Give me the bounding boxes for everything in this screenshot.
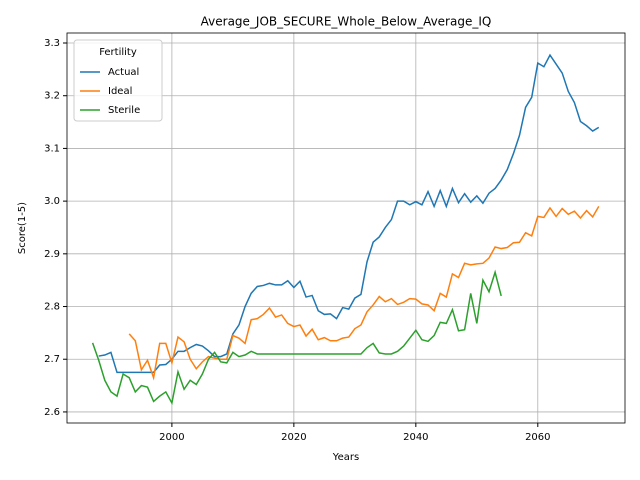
- y-tick-label: 2.7: [44, 354, 60, 365]
- legend-label: Sterile: [108, 105, 140, 116]
- legend-label: Ideal: [108, 86, 132, 97]
- y-tick-label: 3.2: [44, 91, 60, 102]
- x-axis-label: Years: [332, 452, 359, 463]
- x-tick-label: 2020: [281, 432, 306, 443]
- y-tick-label: 3.0: [44, 196, 60, 207]
- x-tick-label: 2000: [159, 432, 184, 443]
- legend: Fertility Actual Ideal Sterile: [73, 39, 163, 122]
- legend-box: [73, 39, 163, 122]
- y-tick-label: 3.1: [44, 143, 60, 154]
- y-tick-label: 3.3: [44, 38, 60, 49]
- legend-label: Actual: [108, 67, 139, 78]
- y-tick-label: 2.6: [44, 407, 60, 418]
- x-tick-label: 2040: [403, 432, 428, 443]
- chart-title: Average_JOB_SECURE_Whole_Below_Average_I…: [201, 15, 492, 29]
- line: [128, 206, 600, 381]
- y-tick-label: 2.8: [44, 302, 60, 313]
- y-axis-label: Score(1-5): [17, 202, 28, 254]
- y-tick-label: 2.9: [44, 249, 60, 260]
- line: [98, 53, 600, 374]
- line: [91, 269, 502, 406]
- x-tick-label: 2060: [525, 432, 550, 443]
- plot-frame: [66, 32, 626, 424]
- legend-title: Fertility: [99, 47, 137, 58]
